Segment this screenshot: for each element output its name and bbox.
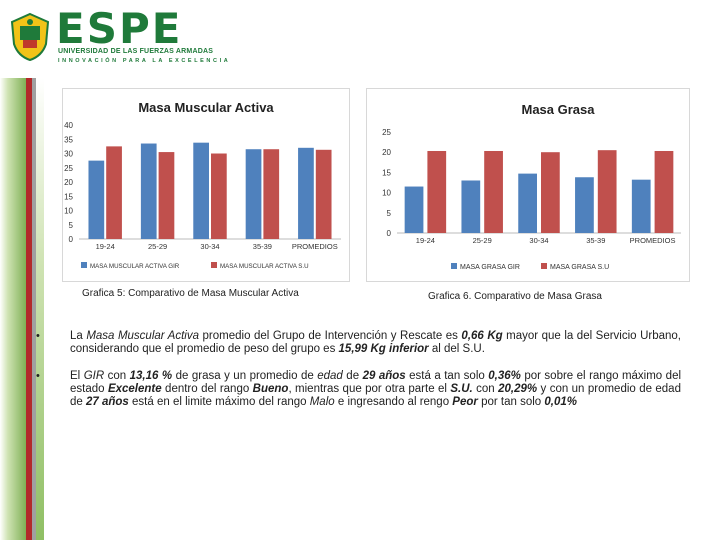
y-tick-label: 15 [382,168,391,177]
y-tick-label: 0 [387,229,392,238]
y-tick-label: 10 [64,207,73,216]
y-tick-label: 10 [382,189,391,198]
chart-svg: Masa Muscular Activa 0 5 10 15 20 25 30 35 40 19-2… [64,100,341,270]
bar-su [263,149,280,239]
finding-item: • La Masa Muscular Activa promedio del G… [36,330,681,356]
y-tick-label: 0 [69,235,74,244]
bar-gir [193,142,209,239]
legend-swatch [81,262,87,268]
bar-gir [461,180,481,233]
legend-label: MASA GRASA S.U [550,264,609,271]
chart-caption-muscular: Grafica 5: Comparativo de Masa Muscular … [82,288,299,299]
x-tick-label: 30-34 [529,236,548,245]
legend-swatch [541,263,547,269]
x-tick-label: 35-39 [253,242,272,251]
bar-su [654,150,674,233]
y-tick-label: 25 [382,128,391,137]
bar-su [211,153,227,239]
x-tick-label: 30-34 [200,242,219,251]
y-tick-label: 5 [387,209,392,218]
x-tick-label: 19-24 [96,242,115,251]
x-tick-label: 25-29 [473,236,492,245]
x-tick-label: PROMEDIOS [292,242,338,251]
chart-svg: Masa Grasa 0 5 10 15 20 25 19-24 25-29 30-34 35-39… [382,102,681,271]
y-tick-label: 20 [64,178,73,187]
x-tick-label: PROMEDIOS [630,236,676,245]
bar-gir [631,179,651,233]
bullet-marker: • [36,330,40,342]
bar-su [541,152,560,233]
legend-swatch [451,263,457,269]
bar-su [427,150,447,233]
bar-gir [88,160,105,239]
bar-gir [140,143,157,239]
bar-gir [298,147,314,239]
side-decoration-gray [32,78,36,540]
bar-su [315,149,332,239]
y-tick-label: 35 [64,135,73,144]
chart-caption-grasa: Grafica 6. Comparativo de Masa Grasa [428,291,602,302]
bar-gir [575,177,594,233]
bar-gir [404,186,424,233]
bar-su [106,146,122,239]
y-tick-label: 5 [69,221,74,230]
university-crest-icon [8,12,52,62]
chart-masa-grasa: Masa Grasa 0 5 10 15 20 25 19-24 25-29 30-34 35-39… [366,88,690,282]
side-decoration-red [26,78,32,540]
y-tick-label: 20 [382,148,391,157]
finding-item: • El GIR con 13,16 % de grasa y un prome… [36,370,681,409]
finding-text: La Masa Muscular Activa promedio del Gru… [70,330,681,355]
chart-title: Masa Muscular Activa [138,100,274,115]
findings-list: • La Masa Muscular Activa promedio del G… [36,330,681,422]
y-tick-label: 40 [64,121,73,130]
legend-swatch [211,262,217,268]
logo-subtitle: UNIVERSIDAD DE LAS FUERZAS ARMADAS [58,48,214,55]
finding-text: El GIR con 13,16 % de grasa y un promedi… [70,369,682,408]
y-tick-label: 25 [64,164,73,173]
bar-su [158,152,175,239]
bar-su [597,150,617,233]
logo-wordmark: ESPE [56,4,183,53]
legend-label: MASA GRASA GIR [460,264,520,271]
bullet-marker: • [36,369,40,382]
side-decoration-green-light [36,78,44,540]
x-tick-label: 35-39 [586,236,605,245]
y-tick-label: 30 [64,150,73,159]
legend-label: MASA MUSCULAR ACTIVA S.U [220,263,309,270]
y-tick-label: 15 [64,192,73,201]
bar-gir [518,173,537,233]
bar-gir [245,149,262,239]
legend-label: MASA MUSCULAR ACTIVA GIR [90,263,180,270]
chart-masa-muscular-activa: Masa Muscular Activa 0 5 10 15 20 25 30 35 40 19-2… [62,88,350,282]
side-decoration-green [0,78,26,540]
chart-title: Masa Grasa [522,102,596,117]
x-tick-label: 19-24 [416,236,435,245]
logo-tagline: INNOVACIÓN PARA LA EXCELENCIA [58,58,231,64]
bar-su [484,150,503,233]
x-tick-label: 25-29 [148,242,167,251]
